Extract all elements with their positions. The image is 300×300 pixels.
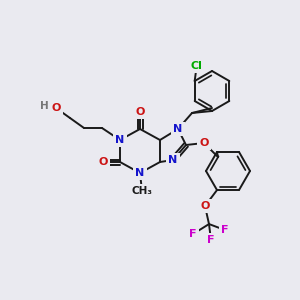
Text: O: O xyxy=(199,138,209,148)
Text: O: O xyxy=(200,201,210,211)
Text: N: N xyxy=(135,168,145,178)
Text: O: O xyxy=(135,107,145,117)
Text: CH₃: CH₃ xyxy=(131,186,152,196)
Text: N: N xyxy=(168,155,178,165)
Text: O: O xyxy=(98,157,108,167)
Text: N: N xyxy=(116,135,124,145)
Text: H: H xyxy=(40,101,48,111)
Text: F: F xyxy=(207,235,215,245)
Text: N: N xyxy=(173,124,183,134)
Text: F: F xyxy=(189,229,197,239)
Text: Cl: Cl xyxy=(191,61,203,71)
Text: O: O xyxy=(51,103,61,113)
Text: F: F xyxy=(221,225,229,235)
